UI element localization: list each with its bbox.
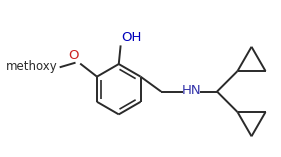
Text: methoxy: methoxy <box>6 60 58 73</box>
Text: HN: HN <box>182 84 201 97</box>
Text: O: O <box>68 49 78 62</box>
Text: OH: OH <box>122 30 142 43</box>
